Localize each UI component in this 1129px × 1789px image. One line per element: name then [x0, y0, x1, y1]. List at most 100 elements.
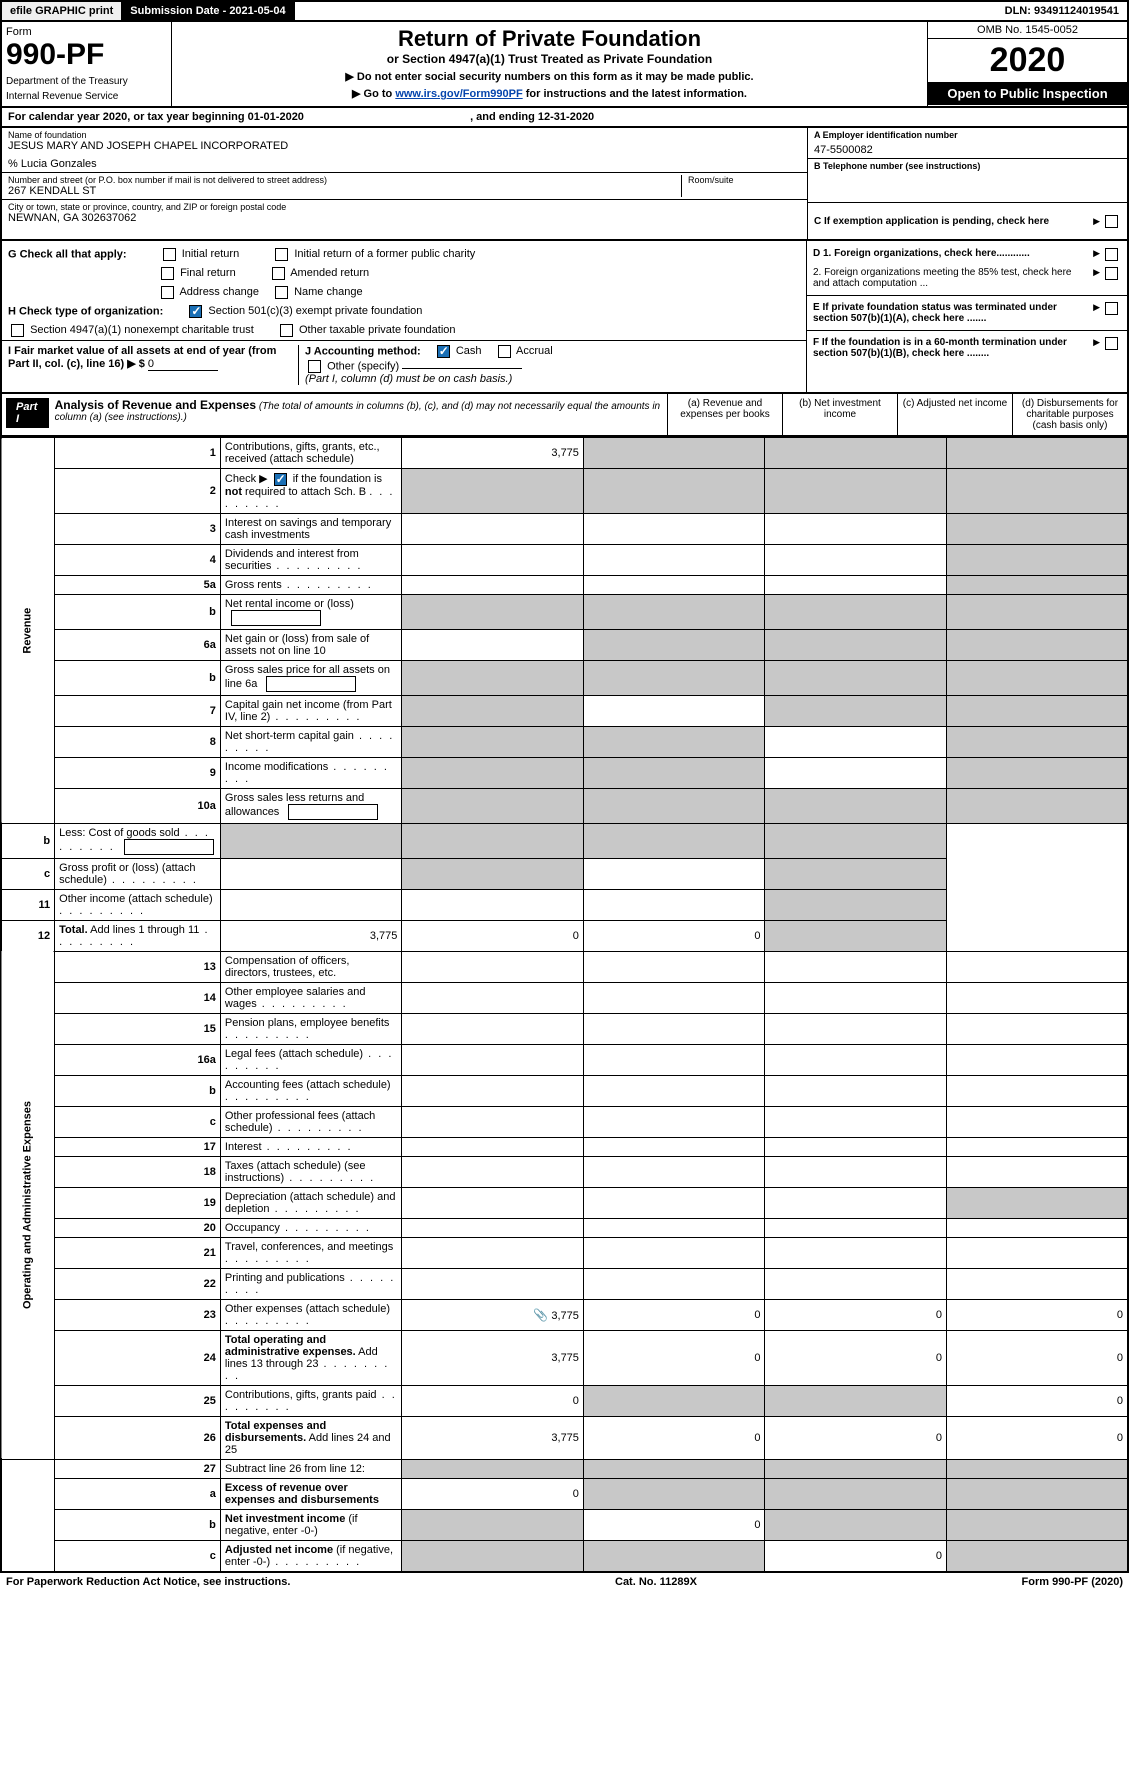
other-method-checkbox[interactable]: [308, 360, 321, 373]
line-description: Net short-term capital gain: [220, 726, 402, 757]
e-checkbox[interactable]: [1105, 302, 1118, 315]
amended-checkbox[interactable]: [272, 267, 285, 280]
amount-cell-d: [946, 757, 1128, 788]
cal-end: 12-31-2020: [538, 111, 594, 123]
line-description: Compensation of officers, directors, tru…: [220, 951, 402, 982]
amount-cell-b: [583, 1218, 765, 1237]
line-description: Income modifications: [220, 757, 402, 788]
inline-amount-box[interactable]: [231, 610, 321, 626]
instr-pre: ▶ Go to: [352, 88, 395, 100]
line-description: Excess of revenue over expenses and disb…: [220, 1478, 402, 1509]
amount-cell-c: 0: [583, 920, 765, 951]
inline-amount-box[interactable]: [288, 804, 378, 820]
line-number: a: [55, 1478, 221, 1509]
inline-amount-box[interactable]: [266, 676, 356, 692]
table-row: 14Other employee salaries and wages: [1, 982, 1128, 1013]
amount-cell-d: [946, 1156, 1128, 1187]
exemption-checkbox[interactable]: [1105, 215, 1118, 228]
amount-cell-a: [402, 951, 584, 982]
final-return-checkbox[interactable]: [161, 267, 174, 280]
amount-cell-b: [583, 660, 765, 695]
amount-cell-a: [402, 788, 584, 823]
line-description: Interest: [220, 1137, 402, 1156]
address-change-checkbox[interactable]: [161, 286, 174, 299]
line-number: b: [55, 1509, 221, 1540]
col-c-header: (c) Adjusted net income: [897, 394, 1012, 435]
schedule-icon[interactable]: 📎: [533, 1308, 548, 1322]
amount-cell-d: [946, 575, 1128, 594]
d1-checkbox[interactable]: [1105, 248, 1118, 261]
paperwork-notice: For Paperwork Reduction Act Notice, see …: [6, 1576, 290, 1588]
table-row: Revenue1Contributions, gifts, grants, et…: [1, 438, 1128, 469]
amount-cell-c: [765, 757, 947, 788]
501c3-checkbox[interactable]: [189, 305, 202, 318]
table-row: bLess: Cost of goods sold: [1, 823, 1128, 858]
g4-label: Amended return: [290, 267, 369, 279]
table-row: 4Dividends and interest from securities: [1, 544, 1128, 575]
line-description: Gross profit or (loss) (attach schedule): [55, 858, 221, 889]
table-row: cOther professional fees (attach schedul…: [1, 1106, 1128, 1137]
line-description: Pension plans, employee benefits: [220, 1013, 402, 1044]
amount-cell-a: [402, 629, 584, 660]
amount-cell-a: [220, 889, 402, 920]
efile-label[interactable]: efile GRAPHIC print: [2, 2, 122, 20]
schb-checkbox[interactable]: [274, 473, 287, 486]
form-header: Form 990-PF Department of the Treasury I…: [0, 22, 1129, 108]
accrual-checkbox[interactable]: [498, 345, 511, 358]
h3-label: Other taxable private foundation: [299, 324, 456, 336]
table-row: 22Printing and publications: [1, 1268, 1128, 1299]
amount-cell-b: 0: [583, 1330, 765, 1385]
arrow-icon: [1093, 337, 1102, 348]
g1-label: Initial return: [182, 248, 239, 260]
amount-cell-d: [946, 1137, 1128, 1156]
amount-cell-b: [583, 1187, 765, 1218]
table-row: 16aLegal fees (attach schedule): [1, 1044, 1128, 1075]
city-label: City or town, state or province, country…: [8, 202, 801, 212]
omb-number: OMB No. 1545-0052: [928, 22, 1127, 39]
initial-return-checkbox[interactable]: [163, 248, 176, 261]
other-taxable-checkbox[interactable]: [280, 324, 293, 337]
form-title: Return of Private Foundation: [176, 26, 923, 52]
amount-cell-a: [402, 1013, 584, 1044]
g5-label: Address change: [179, 286, 259, 298]
table-row: 7Capital gain net income (from Part IV, …: [1, 695, 1128, 726]
other-specify-input[interactable]: [402, 368, 522, 369]
irs-link[interactable]: www.irs.gov/Form990PF: [395, 88, 522, 100]
g6-label: Name change: [294, 286, 363, 298]
cash-checkbox[interactable]: [437, 345, 450, 358]
part1-table: Revenue1Contributions, gifts, grants, et…: [0, 437, 1129, 1573]
amount-cell-b: [402, 823, 584, 858]
table-row: cAdjusted net income (if negative, enter…: [1, 1540, 1128, 1572]
name-change-checkbox[interactable]: [275, 286, 288, 299]
line-number: 19: [55, 1187, 221, 1218]
j3-label: Other (specify): [327, 360, 399, 372]
d2-checkbox[interactable]: [1105, 267, 1118, 280]
h2-label: Section 4947(a)(1) nonexempt charitable …: [30, 324, 254, 336]
line-description: Depreciation (attach schedule) and deple…: [220, 1187, 402, 1218]
table-row: 27Subtract line 26 from line 12:: [1, 1459, 1128, 1478]
col-b-header: (b) Net investment income: [782, 394, 897, 435]
amount-cell-d: [946, 1478, 1128, 1509]
line-description: Interest on savings and temporary cash i…: [220, 513, 402, 544]
inline-amount-box[interactable]: [124, 839, 214, 855]
amount-cell-c: [765, 788, 947, 823]
initial-former-checkbox[interactable]: [275, 248, 288, 261]
amount-cell-c: [765, 1187, 947, 1218]
amount-cell-a: [402, 513, 584, 544]
street-label: Number and street (or P.O. box number if…: [8, 175, 681, 185]
amount-cell-a: [402, 1237, 584, 1268]
f-checkbox[interactable]: [1105, 337, 1118, 350]
amount-cell-d: [946, 1540, 1128, 1572]
h-label: H Check type of organization:: [8, 305, 163, 317]
amount-cell-d: [946, 695, 1128, 726]
amount-cell-a: [402, 1187, 584, 1218]
street-address: 267 KENDALL ST: [8, 185, 681, 197]
line-description: Other employee salaries and wages: [220, 982, 402, 1013]
amount-cell-b: [583, 513, 765, 544]
amount-cell-c: [765, 469, 947, 514]
4947-checkbox[interactable]: [11, 324, 24, 337]
line-number: 26: [55, 1416, 221, 1459]
table-row: 6aNet gain or (loss) from sale of assets…: [1, 629, 1128, 660]
form-subtitle: or Section 4947(a)(1) Trust Treated as P…: [176, 52, 923, 66]
line-number: 6a: [55, 629, 221, 660]
